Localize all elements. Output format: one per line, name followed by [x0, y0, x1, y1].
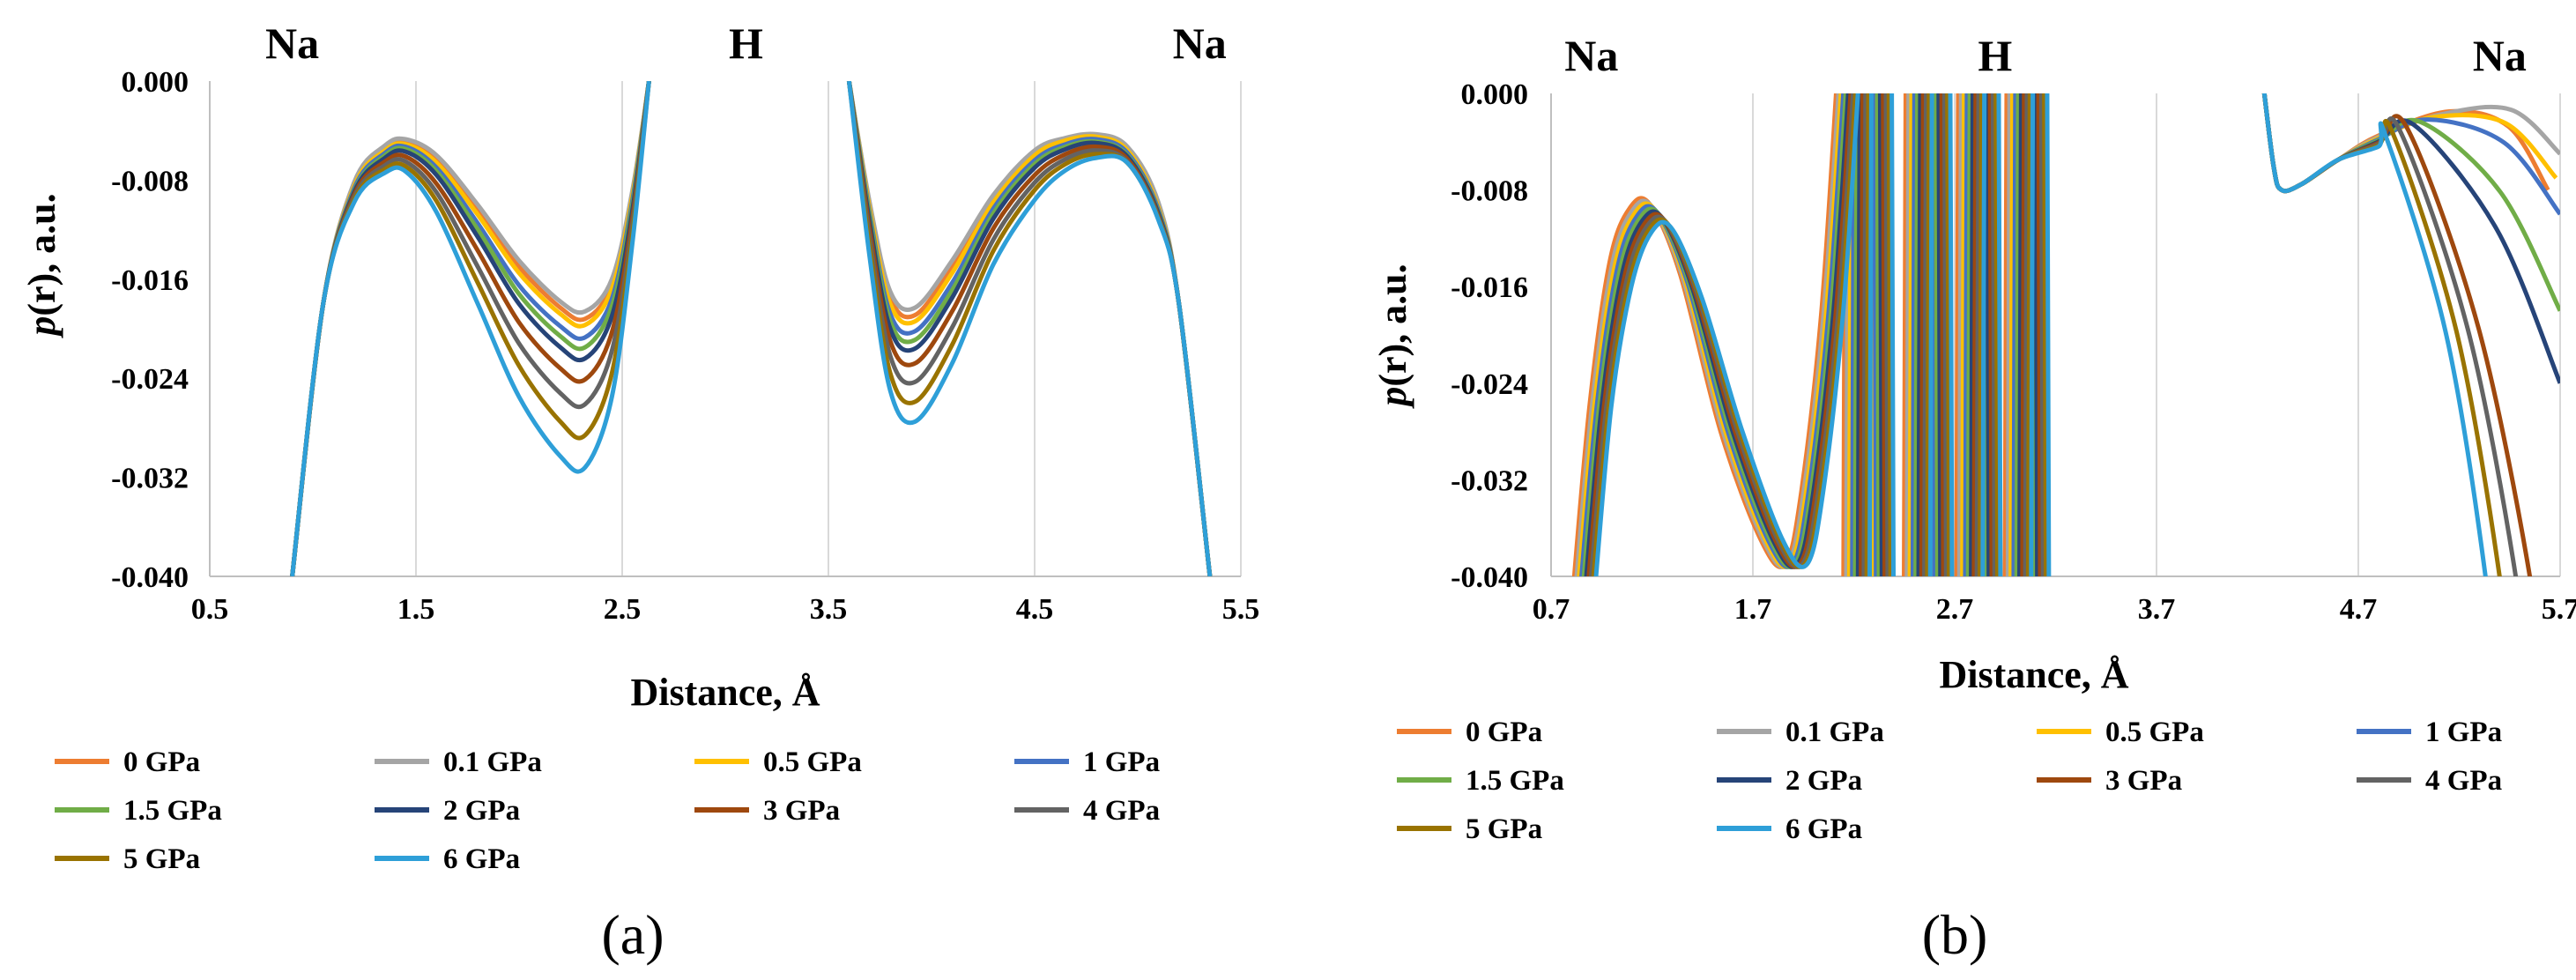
- legend-item: 4 GPa: [2357, 765, 2502, 797]
- y-tick-label: -0.024: [1451, 368, 1528, 401]
- series-line: [1586, 93, 2533, 576]
- legend-item: 6 GPa: [1717, 813, 1862, 845]
- legend-item: 0 GPa: [55, 746, 200, 778]
- y-tick-label: 0.000: [122, 66, 189, 99]
- legend-item: 3 GPa: [694, 795, 840, 827]
- legend-label: 0.5 GPa: [763, 746, 862, 778]
- atom-label: Na: [1564, 31, 1618, 80]
- x-tick-label: 2.7: [1936, 593, 1974, 626]
- legend-item: 0 GPa: [1397, 716, 1542, 748]
- y-tick-label: -0.008: [1451, 175, 1528, 208]
- y-tick-label: -0.008: [111, 165, 189, 197]
- legend-label: 0.1 GPa: [1785, 716, 1884, 748]
- legend-label: 1.5 GPa: [1466, 765, 1564, 797]
- x-tick-label: 3.5: [810, 593, 848, 626]
- x-tick-label: 4.5: [1016, 593, 1054, 626]
- legend-item: 6 GPa: [375, 843, 520, 875]
- legend-label: 3 GPa: [763, 795, 840, 827]
- x-tick-label: 3.7: [2138, 593, 2176, 626]
- legend-item: 1.5 GPa: [55, 795, 222, 827]
- atom-label: Na: [1173, 19, 1227, 68]
- panel-a-label: (a): [601, 903, 664, 966]
- legend-label: 5 GPa: [123, 843, 200, 875]
- series-line: [290, 81, 1213, 576]
- panel-a-legend: 0 GPa 0.1 GPa 0.5 GPa 1 GPa 1.5 GPa 2 GPa 3 GP…: [55, 746, 1160, 875]
- y-tick-label: -0.032: [1451, 464, 1528, 497]
- y-tick-label: -0.024: [111, 363, 189, 396]
- legend-item: 0.5 GPa: [694, 746, 862, 778]
- panel-b-atom-labels: Na H Na: [1564, 31, 2527, 80]
- legend-item: 3 GPa: [2037, 765, 2182, 797]
- y-tick-label: -0.016: [1451, 271, 1528, 304]
- legend-label: 1.5 GPa: [123, 795, 222, 827]
- legend-item: 0.1 GPa: [375, 746, 542, 778]
- legend-label: 0 GPa: [1466, 716, 1542, 748]
- x-tick-label: 2.5: [604, 593, 642, 626]
- legend-label: 5 GPa: [1466, 813, 1542, 845]
- panel-a-y-axis-title: p(r), a.u.: [20, 193, 63, 338]
- legend-item: 0.5 GPa: [2037, 716, 2204, 748]
- x-tick-label: 1.5: [397, 593, 435, 626]
- legend-item: 0.1 GPa: [1717, 716, 1884, 748]
- panel-b-y-axis-title-suffix: (r), a.u.: [1371, 264, 1414, 386]
- legend-item: 5 GPa: [1397, 813, 1542, 845]
- legend-item: 1 GPa: [2357, 716, 2502, 748]
- atom-label: H: [1978, 31, 2012, 80]
- panel-b-y-axis-title: p(r), a.u.: [1371, 264, 1414, 409]
- legend-label: 1 GPa: [1083, 746, 1160, 778]
- panel-a-atom-labels: Na H Na: [265, 19, 1227, 68]
- panel-a: 0.000 -0.008 -0.016 -0.024 -0.032 -0.040 0.5 1…: [20, 19, 1259, 966]
- y-tick-label: 0.000: [1461, 78, 1529, 111]
- legend-label: 0.5 GPa: [2105, 716, 2204, 748]
- x-tick-label: 1.7: [1734, 593, 1772, 626]
- panel-b: 0.000 -0.008 -0.016 -0.024 -0.032 -0.040 0.7 1…: [1371, 31, 2576, 966]
- y-tick-label: -0.016: [111, 264, 189, 297]
- atom-label: Na: [265, 19, 319, 68]
- legend-item: 1 GPa: [1014, 746, 1160, 778]
- panel-b-x-ticks: 0.7 1.7 2.7 3.7 4.7 5.7: [1533, 593, 2576, 626]
- legend-label: 2 GPa: [443, 795, 520, 827]
- panel-a-series: [290, 81, 1213, 576]
- legend-label: 0 GPa: [123, 746, 200, 778]
- legend-label: 3 GPa: [2105, 765, 2182, 797]
- x-tick-label: 5.5: [1222, 593, 1260, 626]
- panel-a-x-axis-title: Distance, Å: [630, 671, 820, 714]
- series-line: [1593, 93, 2488, 576]
- atom-label: H: [729, 19, 763, 68]
- panel-b-y-ticks: 0.000 -0.008 -0.016 -0.024 -0.032 -0.040: [1451, 78, 1528, 594]
- panel-a-y-axis-title-prefix: p: [20, 316, 63, 339]
- x-tick-label: 5.7: [2542, 593, 2576, 626]
- legend-label: 2 GPa: [1785, 765, 1862, 797]
- legend-item: 2 GPa: [375, 795, 520, 827]
- legend-item: 1.5 GPa: [1397, 765, 1564, 797]
- legend-label: 6 GPa: [1785, 813, 1862, 845]
- legend-item: 2 GPa: [1717, 765, 1862, 797]
- legend-label: 6 GPa: [443, 843, 520, 875]
- series-line: [1574, 93, 2560, 576]
- panel-a-x-ticks: 0.5 1.5 2.5 3.5 4.5 5.5: [191, 593, 1260, 626]
- legend-item: 4 GPa: [1014, 795, 1160, 827]
- x-tick-label: 0.7: [1533, 593, 1570, 626]
- legend-label: 4 GPa: [2425, 765, 2502, 797]
- panel-b-legend: 0 GPa 0.1 GPa 0.5 GPa 1 GPa 1.5 GPa 2 GPa 3 GP…: [1397, 716, 2502, 845]
- legend-label: 1 GPa: [2425, 716, 2502, 748]
- legend-label: 4 GPa: [1083, 795, 1160, 827]
- panel-a-y-axis-title-suffix: (r), a.u.: [20, 193, 63, 316]
- panel-b-x-axis-title: Distance, Å: [1939, 653, 2128, 696]
- legend-label: 0.1 GPa: [443, 746, 542, 778]
- panel-b-series: [1571, 93, 2560, 576]
- series-line: [1577, 93, 2558, 576]
- y-tick-label: -0.040: [1451, 561, 1528, 594]
- series-line: [1591, 93, 2502, 576]
- y-tick-label: -0.040: [111, 561, 189, 594]
- panel-b-label: (b): [1922, 903, 1988, 966]
- legend-item: 5 GPa: [55, 843, 200, 875]
- panel-a-y-ticks: 0.000 -0.008 -0.016 -0.024 -0.032 -0.040: [111, 66, 189, 594]
- x-tick-label: 4.7: [2340, 593, 2378, 626]
- y-tick-label: -0.032: [111, 463, 189, 495]
- panel-b-y-axis-title-prefix: p: [1371, 387, 1414, 410]
- x-tick-label: 0.5: [191, 593, 229, 626]
- atom-label: Na: [2473, 31, 2527, 80]
